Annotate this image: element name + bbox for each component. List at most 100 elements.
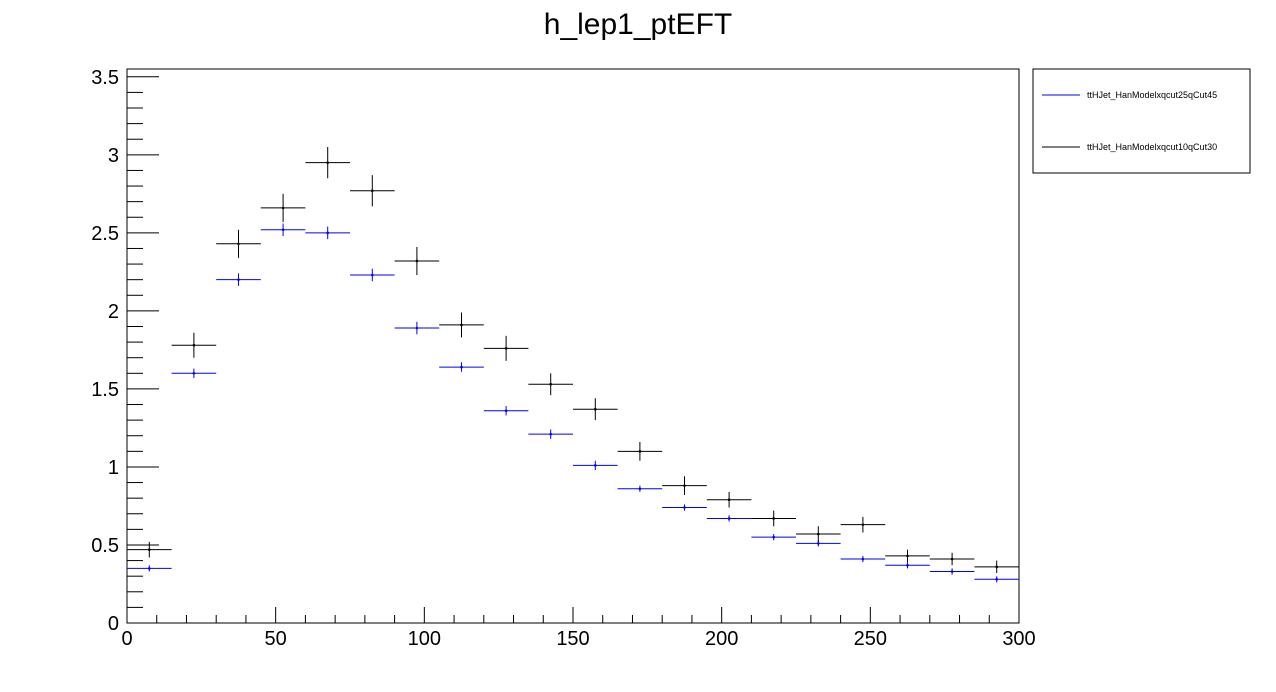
data-point xyxy=(394,246,440,275)
point-marker xyxy=(192,372,196,375)
point-marker xyxy=(504,347,508,350)
data-point xyxy=(662,504,707,511)
data-point xyxy=(439,312,484,338)
point-marker xyxy=(371,189,374,193)
point-marker xyxy=(415,259,419,263)
point-marker xyxy=(594,464,597,467)
data-point xyxy=(617,485,663,492)
y-tick-label: 1 xyxy=(108,457,119,479)
data-point xyxy=(885,562,930,569)
point-marker xyxy=(371,273,374,277)
data-point xyxy=(216,229,261,258)
x-tick-label: 300 xyxy=(1002,628,1035,650)
y-tick-label: 0.5 xyxy=(91,535,119,557)
data-point xyxy=(127,541,172,558)
point-marker xyxy=(950,570,954,573)
point-marker xyxy=(772,535,775,539)
x-axis: 0 50 100 150 200 250 300 xyxy=(121,607,1036,650)
legend-label-series-1: ttHJet_HanModelxqcut25qCut45 xyxy=(1087,90,1217,100)
data-point xyxy=(483,406,529,416)
point-marker xyxy=(192,343,196,347)
point-marker xyxy=(727,498,731,502)
legend-box xyxy=(1032,68,1251,174)
point-marker xyxy=(148,567,151,570)
data-point xyxy=(216,273,261,286)
point-marker xyxy=(683,484,686,487)
point-marker xyxy=(727,517,731,520)
y-tick-label: 2 xyxy=(108,301,119,323)
data-point xyxy=(929,568,975,575)
point-marker xyxy=(549,382,552,386)
point-marker xyxy=(906,554,909,558)
y-tick-label: 0 xyxy=(108,613,119,635)
x-tick-label: 0 xyxy=(121,628,132,650)
chart-title: h_lep1_ptEFT xyxy=(544,8,732,41)
y-tick-label: 1.5 xyxy=(91,379,119,401)
point-marker xyxy=(460,365,463,369)
point-marker xyxy=(237,242,240,246)
data-point xyxy=(751,510,796,527)
data-point xyxy=(617,441,663,461)
x-tick-label: 100 xyxy=(408,628,441,650)
data-point xyxy=(706,491,752,508)
point-marker xyxy=(594,407,597,411)
point-marker xyxy=(281,228,285,232)
data-point xyxy=(350,268,395,282)
point-marker xyxy=(683,506,686,509)
data-point xyxy=(260,223,306,236)
series-1 xyxy=(127,223,1019,583)
data-point xyxy=(840,516,886,533)
y-tick-label: 2.5 xyxy=(91,223,119,245)
y-axis: 0 0.5 1 1.5 2 2.5 3 3.5 xyxy=(91,67,159,635)
point-marker xyxy=(638,487,642,491)
point-marker xyxy=(817,532,820,536)
data-point xyxy=(706,515,752,522)
point-marker xyxy=(817,542,820,545)
data-point xyxy=(127,565,172,572)
point-marker xyxy=(950,557,954,561)
y-tick-label: 3 xyxy=(108,145,119,167)
data-point xyxy=(305,226,350,240)
series-layer xyxy=(127,147,1019,583)
point-marker xyxy=(237,278,240,281)
point-marker xyxy=(906,563,909,567)
point-marker xyxy=(415,326,419,330)
point-marker xyxy=(638,450,642,453)
point-marker xyxy=(772,517,775,520)
data-point xyxy=(974,560,1019,574)
data-point xyxy=(350,175,395,207)
data-point xyxy=(305,147,350,179)
legend-label-series-2: ttHJet_HanModelxqcut10qCut30 xyxy=(1087,142,1217,152)
series-2 xyxy=(127,147,1019,574)
data-point xyxy=(528,373,573,396)
data-point xyxy=(751,534,796,541)
data-point xyxy=(840,555,886,563)
point-marker xyxy=(995,578,998,581)
x-tick-label: 250 xyxy=(854,628,887,650)
point-marker xyxy=(861,523,865,526)
x-tick-label: 200 xyxy=(705,628,738,650)
data-point xyxy=(394,321,440,335)
data-point xyxy=(885,549,930,563)
x-tick-label: 50 xyxy=(265,628,287,650)
x-tick-label: 150 xyxy=(556,628,589,650)
data-point xyxy=(171,368,217,378)
data-point xyxy=(662,476,707,496)
legend: ttHJet_HanModelxqcut25qCut45 ttHJet_HanM… xyxy=(1032,68,1251,174)
point-marker xyxy=(861,557,865,561)
data-point xyxy=(260,193,306,222)
point-marker xyxy=(148,548,151,551)
point-marker xyxy=(549,432,552,436)
y-tick-label: 3.5 xyxy=(91,67,119,89)
data-point xyxy=(171,332,217,358)
data-point xyxy=(796,526,841,542)
point-marker xyxy=(995,565,998,569)
point-marker xyxy=(281,206,285,210)
data-point xyxy=(974,576,1019,583)
data-point xyxy=(573,398,618,421)
plot-frame xyxy=(126,68,1020,624)
point-marker xyxy=(326,231,330,235)
data-point xyxy=(528,429,573,439)
point-marker xyxy=(326,161,330,164)
